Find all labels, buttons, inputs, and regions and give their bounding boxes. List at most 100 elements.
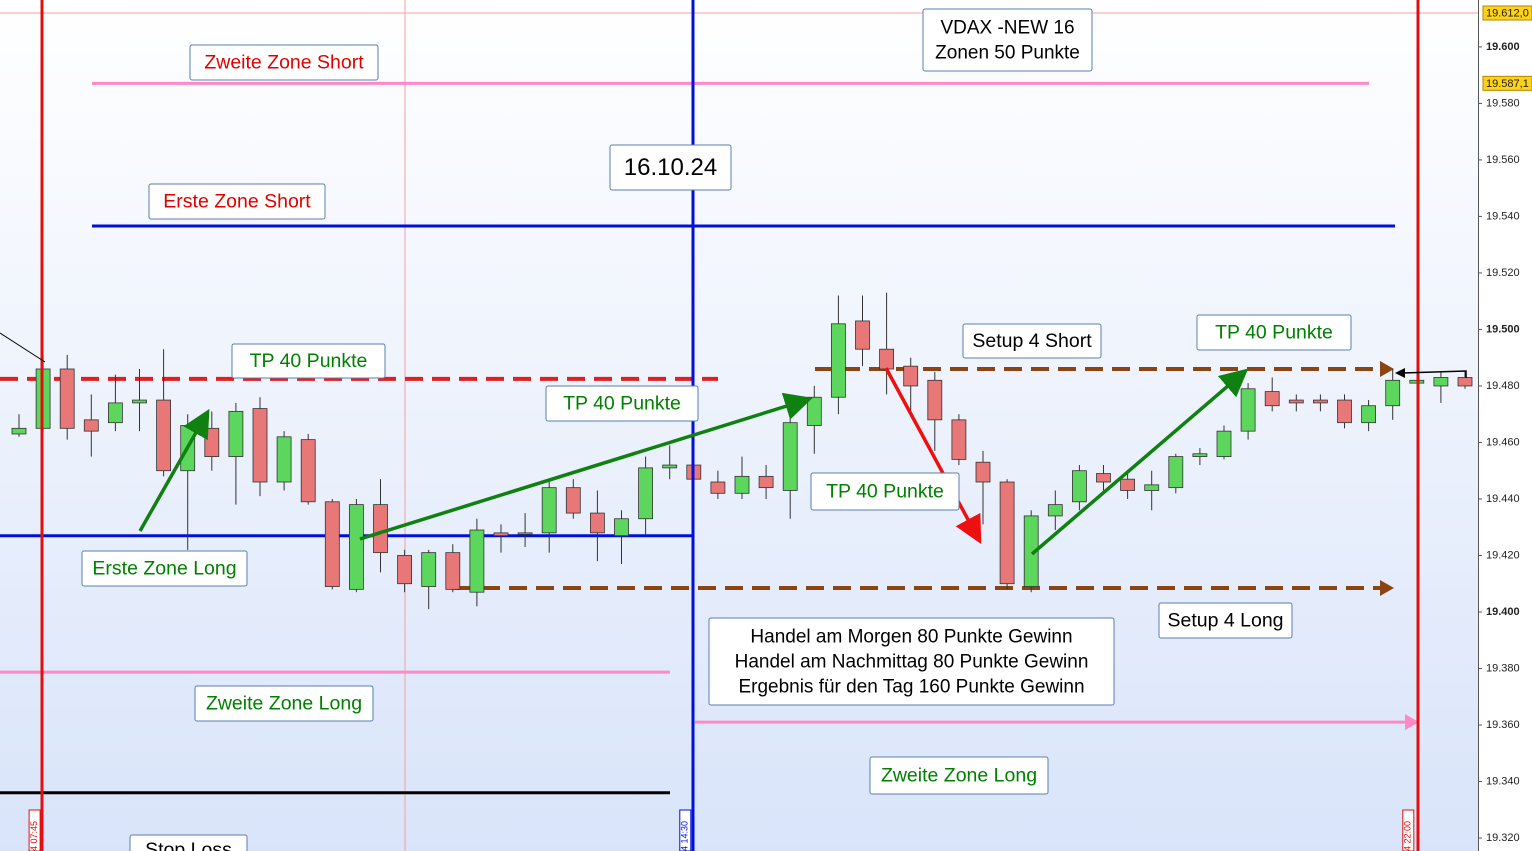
y-tick-label: 19.540	[1486, 210, 1520, 222]
annotation-text: Handel am Nachmittag 80 Punkte Gewinn	[735, 652, 1089, 673]
annotation-text: Erste Zone Short	[163, 191, 311, 213]
x-tick-label: 4 22:00	[1403, 821, 1413, 851]
candle-body	[1361, 405, 1376, 424]
y-tick-label: 19.340	[1486, 775, 1520, 787]
candle-body	[83, 419, 99, 432]
candle-body	[1313, 399, 1328, 404]
level-arrow	[1380, 579, 1394, 596]
candle-body	[348, 504, 364, 590]
y-tick-label: 19.400	[1486, 606, 1520, 618]
candle-body	[132, 399, 147, 404]
x-tick-label: 4 07:45	[29, 821, 39, 851]
candle-body	[1337, 399, 1352, 424]
candle-body	[252, 408, 268, 483]
y-tick-label: 19.440	[1486, 493, 1520, 505]
annotation-box	[545, 385, 699, 422]
annotation-text: 16.10.24	[624, 154, 717, 181]
candle-body	[108, 402, 123, 424]
axis-background	[1478, 0, 1532, 851]
annotation-text: Ergebnis für den Tag 160 Punkte Gewinn	[738, 677, 1084, 698]
price-marker-label: 19.612,0	[1486, 7, 1529, 19]
candle-body	[614, 518, 629, 537]
candle-body	[1264, 391, 1280, 407]
annotation-text: Erste Zone Long	[92, 558, 236, 580]
annotation-box	[708, 617, 1115, 706]
candle-body	[1144, 484, 1160, 491]
candle-body	[1240, 388, 1256, 432]
annotations: Zweite Zone Short VDAX -NEW 16 Zonen 50 Pu…	[81, 8, 1352, 851]
candle-body	[1096, 473, 1111, 483]
level-arrow	[1405, 714, 1419, 731]
arrows	[0, 332, 1467, 556]
arrow	[359, 392, 813, 541]
candle-body	[1047, 504, 1063, 517]
candle-body	[1288, 399, 1304, 404]
annotation-box	[810, 472, 960, 511]
candle-body	[999, 481, 1015, 585]
x-tick-label: 4 14:30	[680, 821, 690, 851]
candle-body	[662, 464, 678, 469]
annotation-box	[962, 323, 1102, 359]
annotation-text: Zweite Zone Short	[204, 52, 364, 74]
x-label-box	[679, 809, 692, 851]
y-tick-label: 19.500	[1486, 323, 1520, 335]
annotation-box	[231, 343, 386, 379]
annotation-text: TP 40 Punkte	[250, 350, 368, 372]
candle-body	[228, 410, 244, 457]
candle-body	[638, 467, 653, 520]
price-marker	[1482, 75, 1532, 91]
candle-body	[421, 552, 437, 587]
y-axis: 19.320 19.340 19.360 19.380 19.400 19.420 19.4…	[1478, 5, 1532, 844]
levels	[0, 12, 1478, 795]
candle-body	[59, 368, 75, 429]
candle-body	[975, 461, 991, 483]
annotation-text: Handel am Morgen 80 Punkte Gewinn	[750, 627, 1072, 648]
arrow	[138, 408, 210, 532]
candle-body	[903, 365, 919, 387]
candle-body	[397, 555, 413, 585]
annotation-box	[1196, 314, 1352, 351]
candle-body	[1023, 515, 1039, 587]
annotation-text: Zonen 50 Punkte	[935, 43, 1080, 64]
annotation-text: Zweite Zone Long	[881, 765, 1037, 787]
candle-body	[445, 552, 461, 590]
arrow	[1401, 370, 1467, 378]
candle-body	[1433, 377, 1449, 387]
trend-line	[0, 332, 46, 363]
annotation-box	[194, 685, 374, 722]
annotation-box	[189, 44, 379, 81]
annotation-text: Setup 4 Long	[1167, 610, 1283, 632]
candle-body	[373, 504, 388, 554]
y-tick-label: 19.520	[1486, 267, 1520, 279]
candle-body	[493, 532, 509, 537]
candle-body	[204, 427, 220, 457]
candle-body	[11, 427, 27, 435]
candle-body	[734, 475, 750, 494]
y-tick-label: 19.380	[1486, 662, 1520, 674]
y-tick-label: 19.480	[1486, 380, 1520, 392]
y-tick-label: 19.580	[1486, 97, 1520, 109]
annotation-box	[81, 550, 248, 587]
y-tick-label: 19.420	[1486, 549, 1520, 561]
annotation-text: TP 40 Punkte	[826, 481, 944, 503]
arrow-head	[1395, 368, 1405, 378]
annotation-text: TP 40 Punkte	[1215, 322, 1333, 344]
level-arrow	[1380, 360, 1394, 377]
candle-body	[879, 348, 894, 370]
candle-body	[300, 439, 316, 503]
x-label-box	[1402, 809, 1415, 851]
annotation-box	[1158, 602, 1293, 639]
y-tick-label: 19.560	[1486, 154, 1520, 166]
annotation-text: TP 40 Punkte	[563, 393, 681, 415]
candle-body	[1457, 377, 1473, 387]
candle-body	[1192, 453, 1208, 457]
y-tick-label: 19.320	[1486, 832, 1520, 844]
candle-body	[831, 323, 846, 398]
candle-body	[951, 419, 967, 460]
candle-body	[855, 320, 870, 350]
candle-body	[1385, 379, 1401, 407]
annotation-text: VDAX -NEW 16	[940, 18, 1074, 39]
annotation-box	[148, 183, 326, 220]
